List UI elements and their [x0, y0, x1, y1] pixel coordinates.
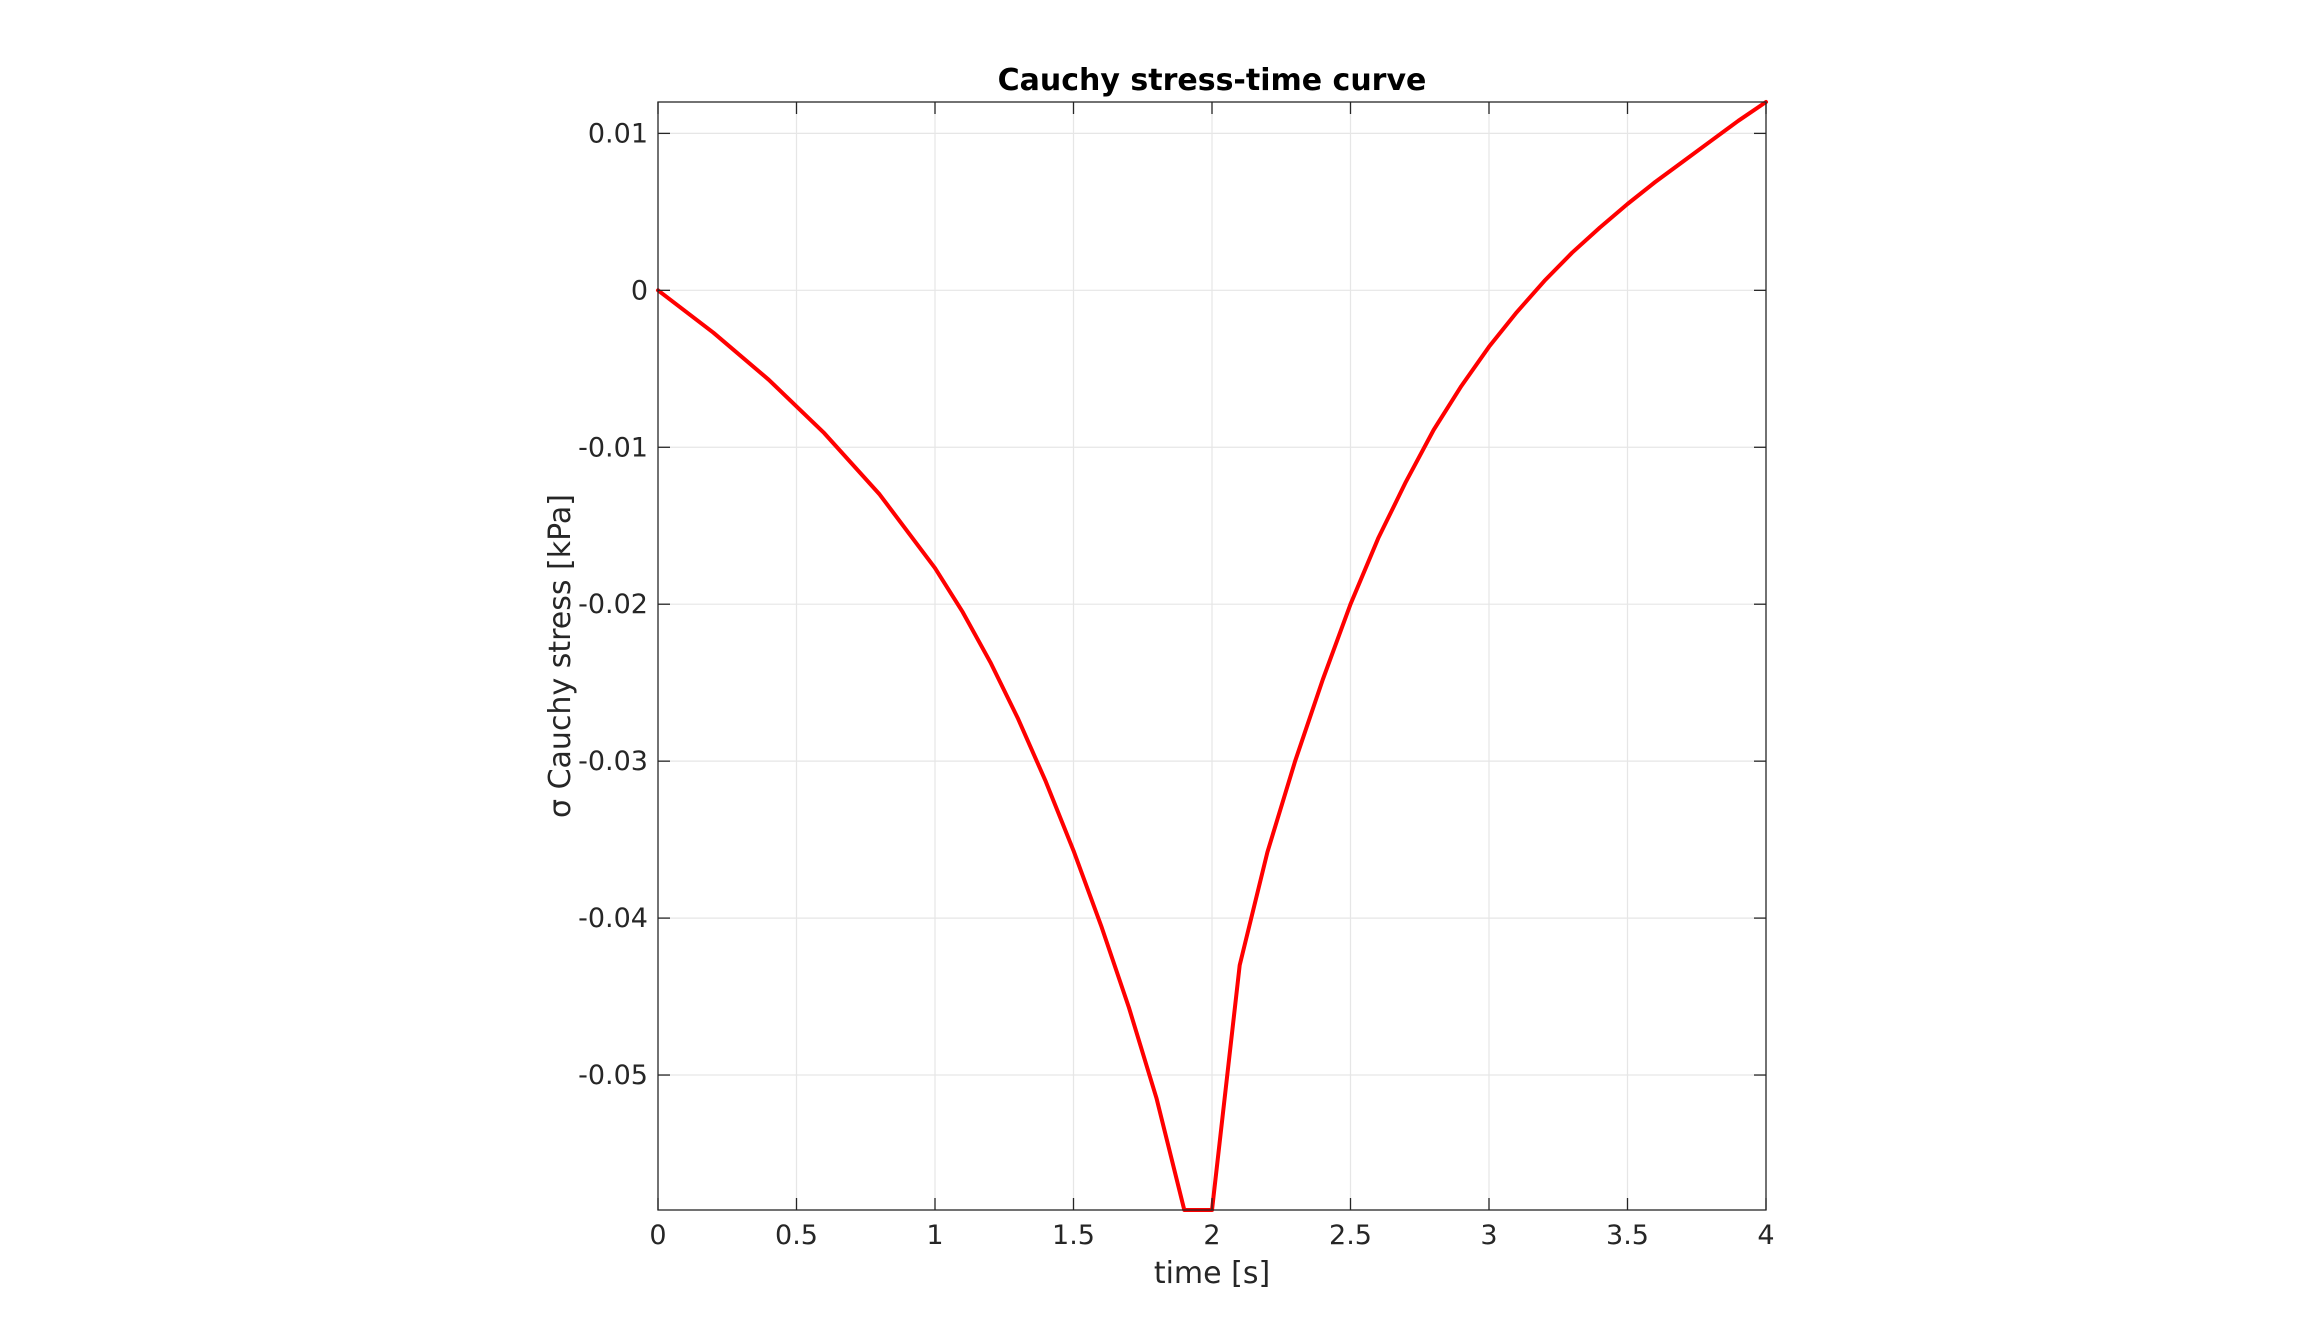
y-tick-label: 0 [631, 275, 648, 306]
y-tick-label: -0.02 [578, 589, 648, 620]
x-tick-labels: 0 0.5 1 1.5 2 2.5 3 3.5 4 [649, 1220, 1774, 1251]
series-layer [656, 100, 1768, 1212]
x-tick-label: 2 [1203, 1220, 1220, 1251]
y-tick-label: -0.03 [578, 746, 648, 777]
x-tick-label: 0 [649, 1220, 666, 1251]
x-tick-label: 2.5 [1329, 1220, 1372, 1251]
y-axis-label: σ Cauchy stress [kPa] [543, 494, 578, 818]
grid [658, 102, 1766, 1210]
x-tick-label: 3.5 [1606, 1220, 1649, 1251]
x-tick-label: 0.5 [775, 1220, 818, 1251]
y-tick-label: -0.04 [578, 903, 648, 934]
x-tick-label: 1 [926, 1220, 943, 1251]
y-tick-label: -0.05 [578, 1060, 648, 1091]
x-tick-label: 4 [1757, 1220, 1774, 1251]
series-line [656, 100, 1768, 1212]
y-tick-labels: 0.01 0 -0.01 -0.02 -0.03 -0.04 -0.05 [578, 118, 648, 1091]
x-tick-label: 3 [1480, 1220, 1497, 1251]
y-tick-label: -0.01 [578, 432, 648, 463]
chart-title: Cauchy stress-time curve [998, 63, 1427, 98]
x-tick-label: 1.5 [1052, 1220, 1095, 1251]
ticks [657, 102, 1767, 1210]
x-axis-label: time [s] [1154, 1256, 1270, 1291]
y-tick-label: 0.01 [588, 118, 648, 149]
